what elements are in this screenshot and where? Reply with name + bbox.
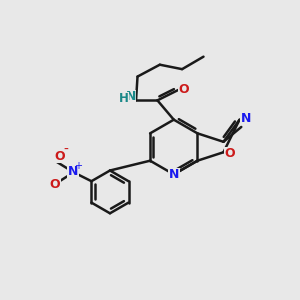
Text: O: O [54, 150, 65, 163]
Text: N: N [241, 112, 251, 125]
Text: H: H [118, 92, 128, 105]
Text: O: O [178, 83, 189, 96]
Text: N: N [68, 165, 78, 178]
Text: -: - [64, 143, 69, 157]
Text: O: O [49, 178, 60, 191]
Text: N: N [169, 169, 179, 182]
Text: O: O [225, 147, 235, 160]
Text: +: + [74, 161, 82, 171]
Text: N: N [125, 90, 136, 103]
